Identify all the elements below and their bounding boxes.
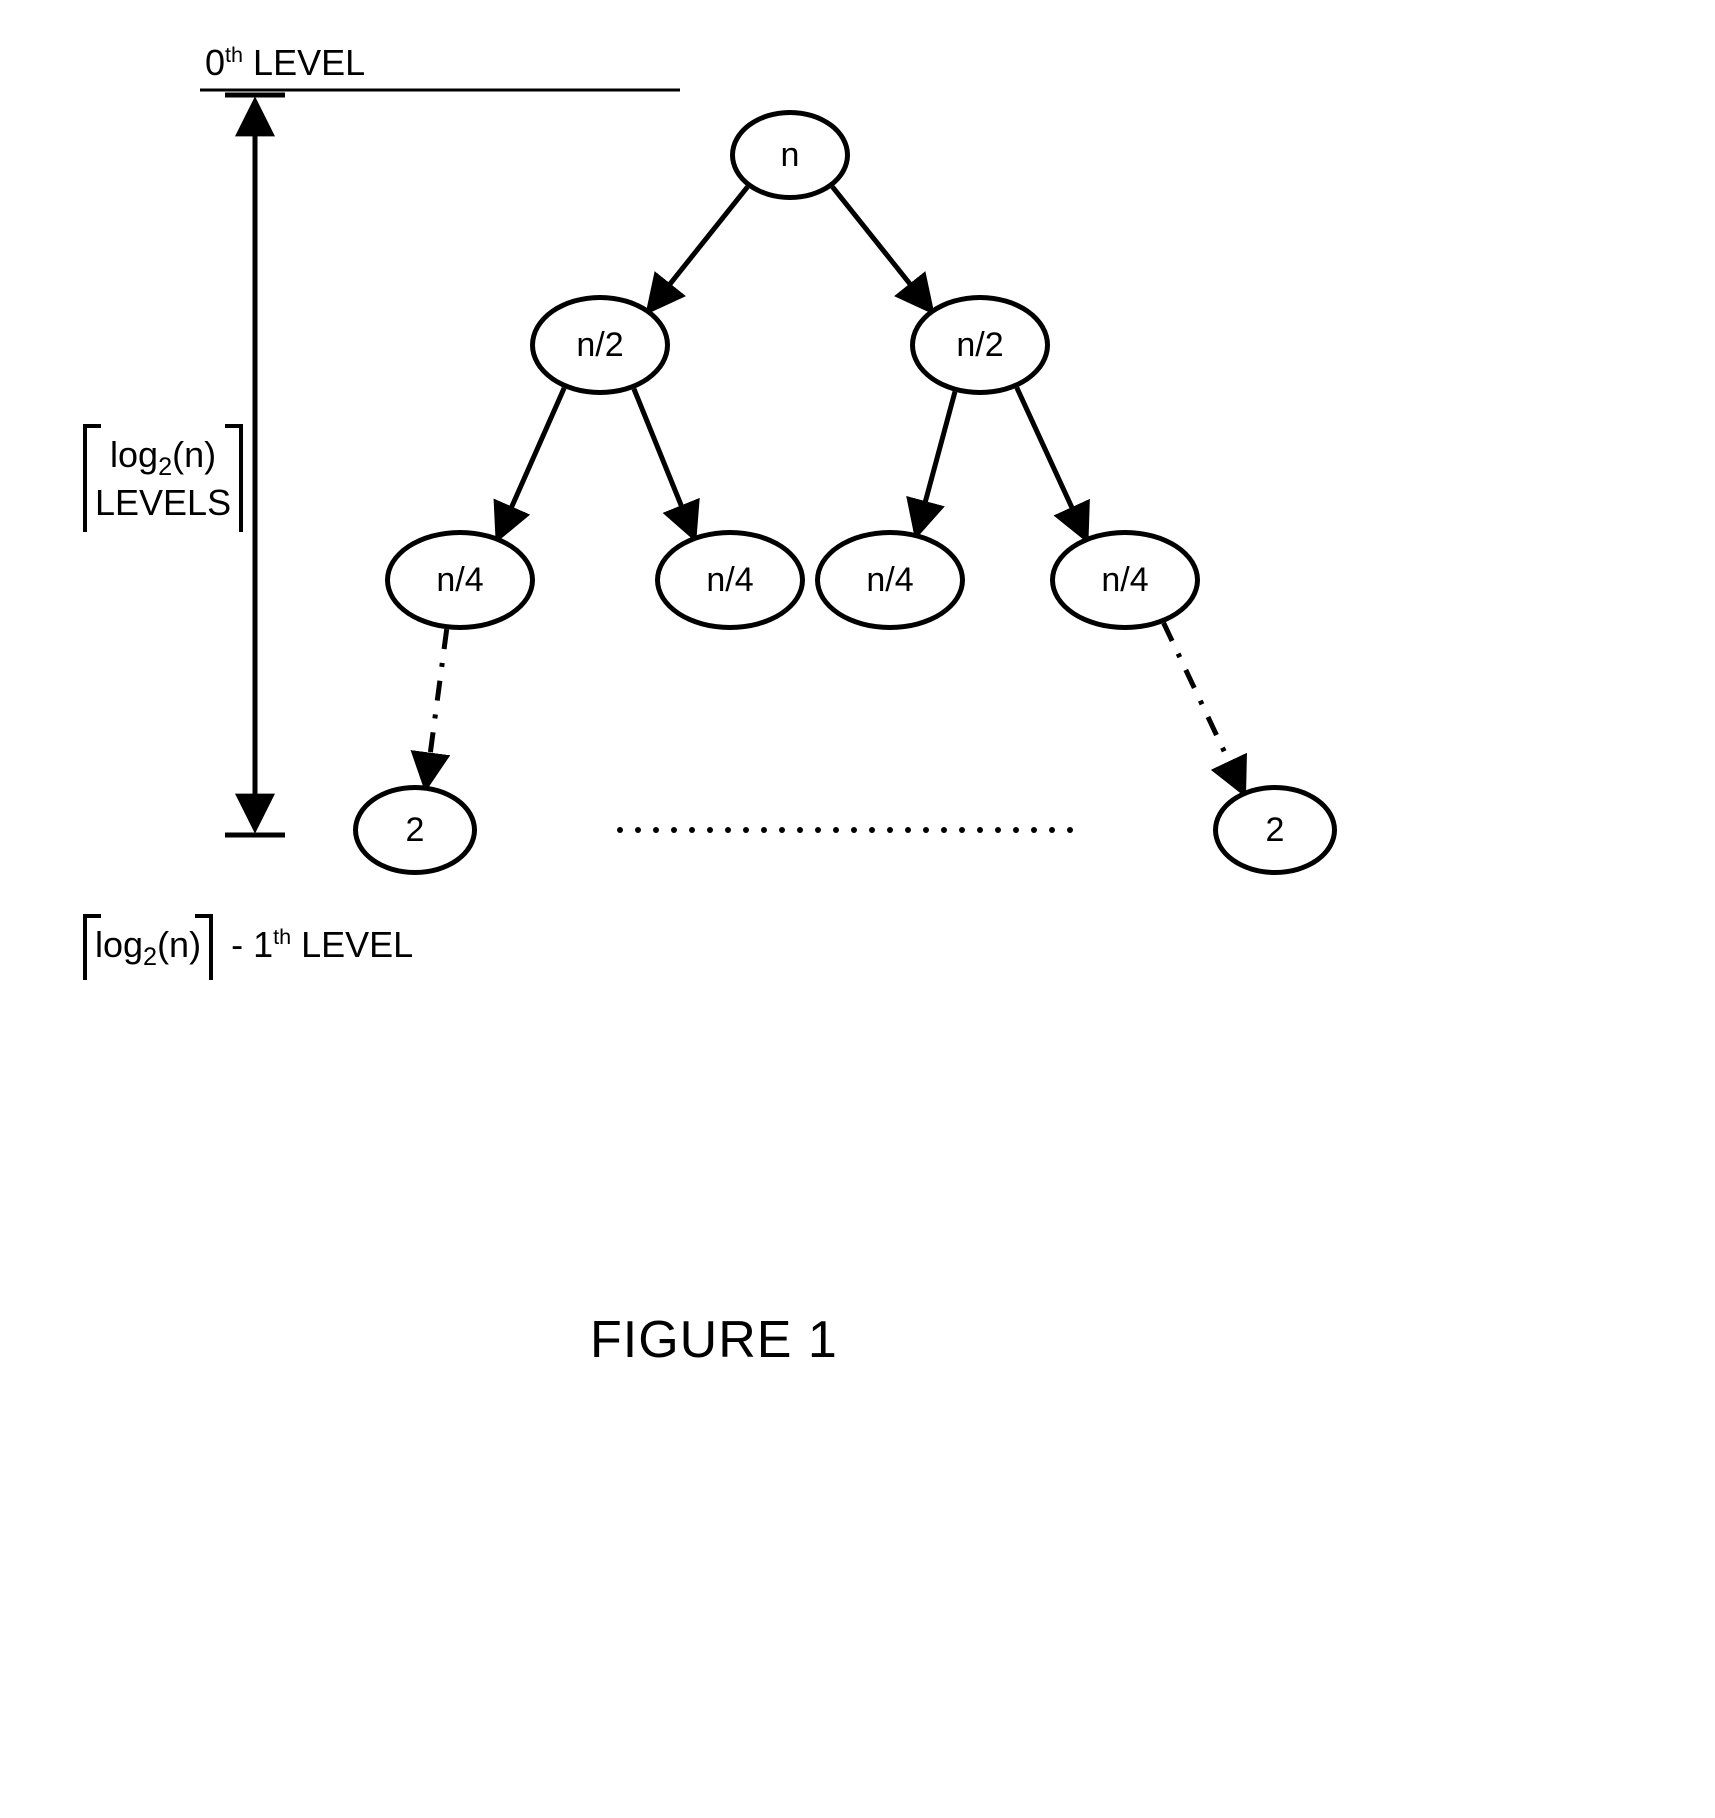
ellipsis-dot <box>1067 827 1073 833</box>
ellipsis-dot <box>725 827 731 833</box>
levels-count-ceil: log2(n) LEVELS <box>85 430 241 526</box>
node-label: n/4 <box>706 561 753 600</box>
tree-node: n/2 <box>910 295 1050 395</box>
ellipsis-dot <box>635 827 641 833</box>
ellipsis-dot <box>1049 827 1055 833</box>
last-level-label: log2(n) - 1th LEVEL <box>85 920 413 974</box>
last-level-minus: - 1 <box>231 924 273 965</box>
level0-ordinal: 0th <box>205 42 243 83</box>
tree-edge <box>917 392 955 534</box>
levels-count-label: log2(n) LEVELS <box>85 430 241 526</box>
node-label: 2 <box>406 811 425 850</box>
node-label: n/4 <box>436 561 483 600</box>
last-level-ceil: log2(n) <box>85 920 211 974</box>
ellipsis-dot <box>905 827 911 833</box>
tree-edge <box>832 187 930 310</box>
tree-edge <box>498 388 564 537</box>
diagram-canvas: n n/2 n/2 n/4 n/4 n/4 n/4 2 2 0th LEVEL log2(n) … <box>0 0 1715 1818</box>
ellipsis-dot <box>869 827 875 833</box>
level0-word: LEVEL <box>243 42 365 83</box>
ellipsis-dot <box>959 827 965 833</box>
node-label: n <box>781 136 800 175</box>
ellipsis-dot <box>887 827 893 833</box>
ellipsis-dot <box>653 827 659 833</box>
node-label: n/4 <box>1101 561 1148 600</box>
ellipsis-dot <box>743 827 749 833</box>
tree-edge <box>1164 623 1244 792</box>
tree-node: n/4 <box>385 530 535 630</box>
ellipsis-dot <box>779 827 785 833</box>
node-label: 2 <box>1266 811 1285 850</box>
tree-node: n/4 <box>815 530 965 630</box>
edges-layer <box>0 0 1715 1818</box>
tree-edge <box>634 389 694 536</box>
node-label: n/2 <box>956 326 1003 365</box>
levels-word: LEVELS <box>95 482 231 523</box>
tree-edge <box>649 187 747 310</box>
ellipsis-dot <box>1031 827 1037 833</box>
ellipsis-dot <box>851 827 857 833</box>
tree-node: n <box>730 110 850 200</box>
ellipsis-dot <box>617 827 623 833</box>
tree-node: n/2 <box>530 295 670 395</box>
tree-node: n/4 <box>655 530 805 630</box>
figure-caption: FIGURE 1 <box>590 1310 838 1370</box>
tree-node: 2 <box>353 785 477 875</box>
ellipsis-dot <box>1013 827 1019 833</box>
ellipsis-dot <box>761 827 767 833</box>
ellipsis-dot <box>923 827 929 833</box>
ellipsis-dot <box>941 827 947 833</box>
tree-node: n/4 <box>1050 530 1200 630</box>
tree-edge <box>426 629 447 786</box>
last-level-word: LEVEL <box>291 924 413 965</box>
ellipsis-dot <box>671 827 677 833</box>
ellipsis-dot <box>995 827 1001 833</box>
ellipsis-dot <box>833 827 839 833</box>
ellipsis-dot <box>815 827 821 833</box>
ellipsis-dot <box>977 827 983 833</box>
node-label: n/2 <box>576 326 623 365</box>
tree-edge <box>1017 388 1086 538</box>
tree-node: 2 <box>1213 785 1337 875</box>
ellipsis-dot <box>689 827 695 833</box>
ellipsis-dot <box>707 827 713 833</box>
node-label: n/4 <box>866 561 913 600</box>
ellipsis-dot <box>797 827 803 833</box>
level0-label: 0th LEVEL <box>205 42 365 84</box>
